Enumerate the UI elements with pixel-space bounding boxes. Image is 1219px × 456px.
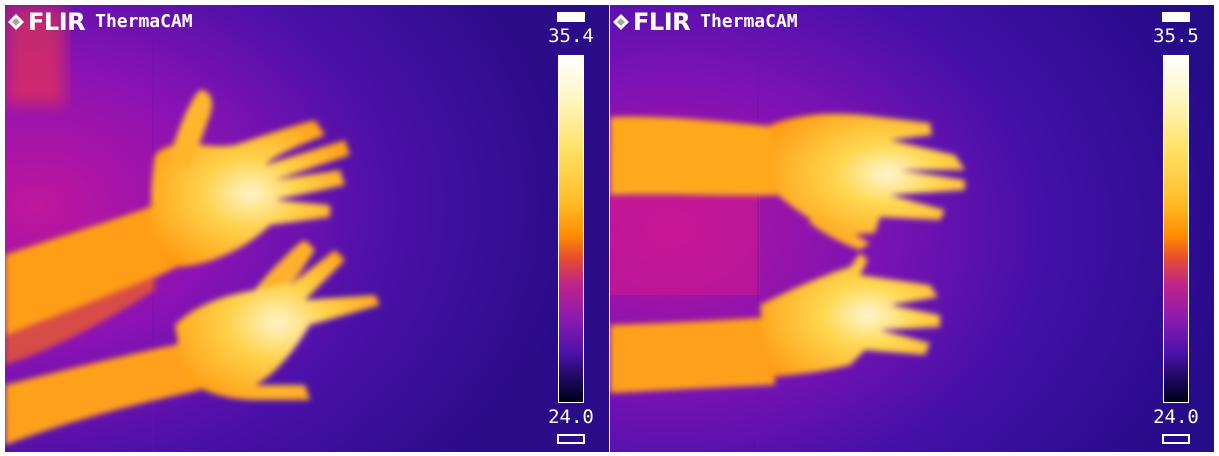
scale-bottom-marker: [557, 434, 585, 444]
temperature-scale-min: 24.0: [548, 406, 594, 428]
scale-top-marker: [557, 12, 585, 22]
temperature-color-scale: [558, 55, 584, 403]
flir-branding: FLIR ThermaCAM: [8, 9, 193, 35]
scale-bottom-marker: [1162, 434, 1190, 444]
thermal-scene-left: [5, 5, 609, 452]
flir-diamond-icon: [613, 14, 629, 30]
flir-logo-text: FLIR: [633, 8, 691, 36]
product-name: ThermaCAM: [700, 11, 798, 32]
flir-branding: FLIR ThermaCAM: [613, 9, 798, 35]
scale-top-marker: [1162, 12, 1190, 22]
product-name: ThermaCAM: [95, 11, 193, 32]
temperature-scale-min: 24.0: [1153, 406, 1199, 428]
thermal-scene-right: [610, 5, 1214, 452]
temperature-scale-max: 35.5: [1153, 25, 1199, 47]
temperature-scale-max: 35.4: [548, 25, 594, 47]
thermal-image-left: FLIR ThermaCAM 35.4 24.0: [5, 5, 609, 452]
flir-logo-text: FLIR: [28, 8, 86, 36]
flir-diamond-icon: [8, 14, 24, 30]
thermal-image-right: FLIR ThermaCAM 35.5 24.0: [610, 5, 1214, 452]
temperature-color-scale: [1163, 55, 1189, 403]
